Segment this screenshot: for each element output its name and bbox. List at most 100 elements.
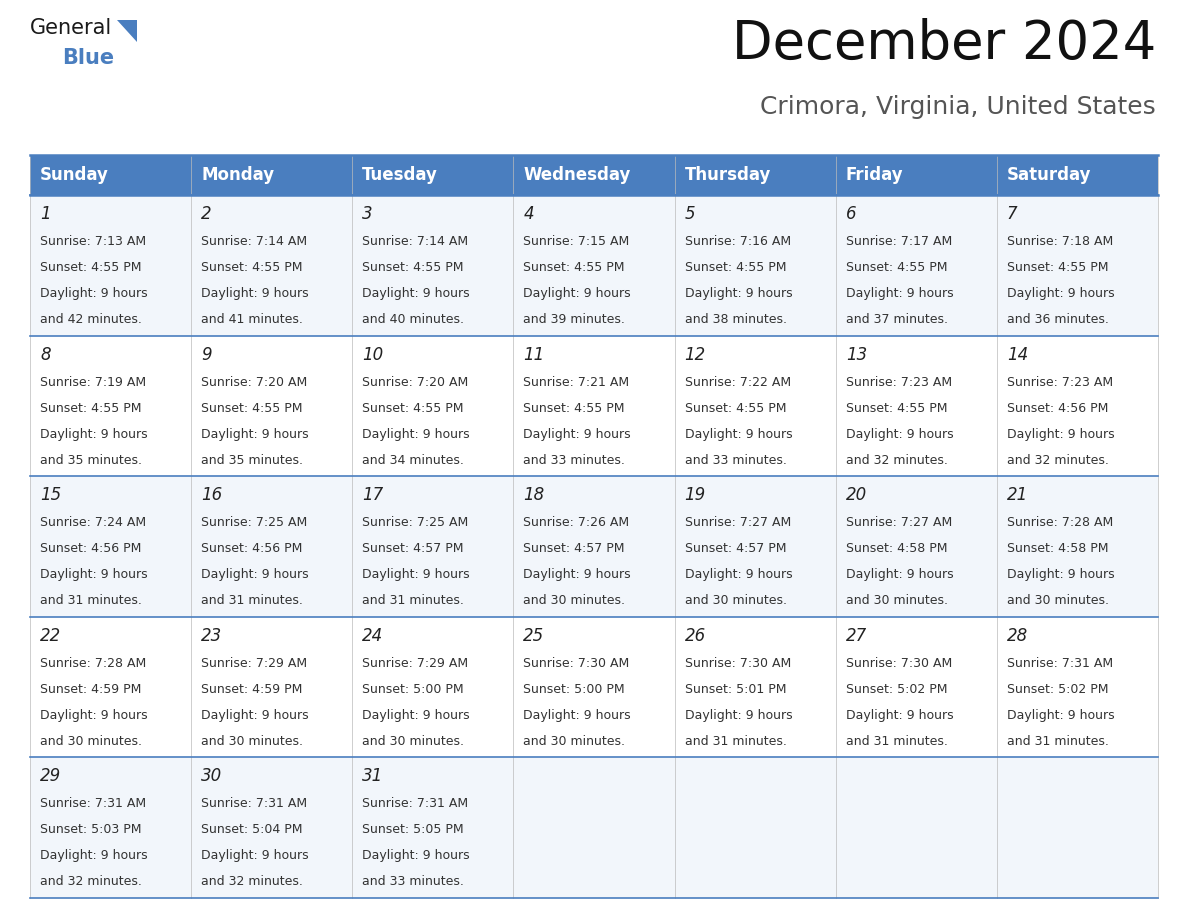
Text: Sunset: 4:55 PM: Sunset: 4:55 PM: [1007, 261, 1108, 274]
Text: 15: 15: [40, 487, 62, 504]
Text: Sunrise: 7:13 AM: Sunrise: 7:13 AM: [40, 235, 146, 248]
Text: Daylight: 9 hours: Daylight: 9 hours: [201, 287, 309, 300]
Text: and 31 minutes.: and 31 minutes.: [40, 594, 141, 607]
Text: and 31 minutes.: and 31 minutes.: [684, 734, 786, 748]
Text: and 40 minutes.: and 40 minutes.: [362, 313, 465, 326]
Text: 20: 20: [846, 487, 867, 504]
Text: Sunset: 5:02 PM: Sunset: 5:02 PM: [846, 683, 947, 696]
Text: Daylight: 9 hours: Daylight: 9 hours: [40, 568, 147, 581]
Text: and 41 minutes.: and 41 minutes.: [201, 313, 303, 326]
Text: 31: 31: [362, 767, 384, 786]
Text: Daylight: 9 hours: Daylight: 9 hours: [201, 428, 309, 441]
Text: Sunrise: 7:30 AM: Sunrise: 7:30 AM: [524, 656, 630, 670]
Text: and 30 minutes.: and 30 minutes.: [524, 734, 625, 748]
Text: Sunset: 4:55 PM: Sunset: 4:55 PM: [524, 261, 625, 274]
Text: Sunday: Sunday: [40, 166, 109, 184]
Text: 17: 17: [362, 487, 384, 504]
Text: Sunset: 4:57 PM: Sunset: 4:57 PM: [684, 543, 786, 555]
Text: Sunrise: 7:31 AM: Sunrise: 7:31 AM: [362, 798, 468, 811]
Text: 2: 2: [201, 205, 211, 223]
Text: 14: 14: [1007, 345, 1028, 364]
Text: 4: 4: [524, 205, 535, 223]
Text: Sunset: 4:57 PM: Sunset: 4:57 PM: [524, 543, 625, 555]
Text: Daylight: 9 hours: Daylight: 9 hours: [524, 287, 631, 300]
Text: Sunrise: 7:21 AM: Sunrise: 7:21 AM: [524, 375, 630, 388]
Text: Sunset: 4:59 PM: Sunset: 4:59 PM: [40, 683, 141, 696]
Text: Sunset: 4:55 PM: Sunset: 4:55 PM: [524, 401, 625, 415]
Text: Sunset: 5:00 PM: Sunset: 5:00 PM: [362, 683, 463, 696]
Text: and 32 minutes.: and 32 minutes.: [846, 453, 948, 466]
Text: Sunrise: 7:26 AM: Sunrise: 7:26 AM: [524, 516, 630, 529]
Text: 13: 13: [846, 345, 867, 364]
Text: 10: 10: [362, 345, 384, 364]
Text: Daylight: 9 hours: Daylight: 9 hours: [201, 849, 309, 862]
Text: Daylight: 9 hours: Daylight: 9 hours: [1007, 287, 1114, 300]
Text: 11: 11: [524, 345, 544, 364]
Text: Sunset: 4:56 PM: Sunset: 4:56 PM: [1007, 401, 1108, 415]
Text: Daylight: 9 hours: Daylight: 9 hours: [201, 568, 309, 581]
Text: Sunrise: 7:20 AM: Sunrise: 7:20 AM: [362, 375, 468, 388]
Text: and 32 minutes.: and 32 minutes.: [201, 876, 303, 889]
Text: Sunrise: 7:31 AM: Sunrise: 7:31 AM: [1007, 656, 1113, 670]
Text: Sunset: 4:56 PM: Sunset: 4:56 PM: [40, 543, 141, 555]
Text: and 30 minutes.: and 30 minutes.: [40, 734, 143, 748]
Text: Sunrise: 7:18 AM: Sunrise: 7:18 AM: [1007, 235, 1113, 248]
Text: Daylight: 9 hours: Daylight: 9 hours: [684, 568, 792, 581]
Text: Sunrise: 7:25 AM: Sunrise: 7:25 AM: [201, 516, 308, 529]
Text: Sunrise: 7:17 AM: Sunrise: 7:17 AM: [846, 235, 952, 248]
Bar: [30, 757, 1158, 898]
Text: and 32 minutes.: and 32 minutes.: [40, 876, 141, 889]
Text: Daylight: 9 hours: Daylight: 9 hours: [40, 287, 147, 300]
Text: 21: 21: [1007, 487, 1028, 504]
Text: Sunrise: 7:22 AM: Sunrise: 7:22 AM: [684, 375, 791, 388]
Bar: [30, 617, 1158, 757]
Text: Sunset: 5:03 PM: Sunset: 5:03 PM: [40, 823, 141, 836]
Text: Sunrise: 7:28 AM: Sunrise: 7:28 AM: [1007, 516, 1113, 529]
Text: Sunset: 4:55 PM: Sunset: 4:55 PM: [684, 401, 786, 415]
Text: Daylight: 9 hours: Daylight: 9 hours: [846, 568, 953, 581]
Text: and 30 minutes.: and 30 minutes.: [524, 594, 625, 607]
Text: Sunrise: 7:16 AM: Sunrise: 7:16 AM: [684, 235, 791, 248]
Text: Sunrise: 7:20 AM: Sunrise: 7:20 AM: [201, 375, 308, 388]
Text: 29: 29: [40, 767, 62, 786]
Text: Sunset: 4:58 PM: Sunset: 4:58 PM: [846, 543, 947, 555]
Text: 22: 22: [40, 627, 62, 644]
Text: and 30 minutes.: and 30 minutes.: [846, 594, 948, 607]
Text: Sunset: 4:57 PM: Sunset: 4:57 PM: [362, 543, 463, 555]
Bar: [30, 476, 1158, 617]
Text: 23: 23: [201, 627, 222, 644]
Text: Daylight: 9 hours: Daylight: 9 hours: [846, 428, 953, 441]
Text: and 39 minutes.: and 39 minutes.: [524, 313, 625, 326]
Text: Daylight: 9 hours: Daylight: 9 hours: [846, 709, 953, 722]
Text: 7: 7: [1007, 205, 1017, 223]
Text: and 31 minutes.: and 31 minutes.: [362, 594, 465, 607]
Text: and 30 minutes.: and 30 minutes.: [1007, 594, 1108, 607]
Text: Sunset: 4:55 PM: Sunset: 4:55 PM: [362, 401, 463, 415]
Text: Daylight: 9 hours: Daylight: 9 hours: [1007, 709, 1114, 722]
Text: Blue: Blue: [62, 48, 114, 68]
Text: 6: 6: [846, 205, 857, 223]
Text: and 36 minutes.: and 36 minutes.: [1007, 313, 1108, 326]
Text: Sunrise: 7:23 AM: Sunrise: 7:23 AM: [1007, 375, 1113, 388]
Text: Sunrise: 7:28 AM: Sunrise: 7:28 AM: [40, 656, 146, 670]
Text: 30: 30: [201, 767, 222, 786]
Text: Wednesday: Wednesday: [524, 166, 631, 184]
Text: and 37 minutes.: and 37 minutes.: [846, 313, 948, 326]
Text: Sunset: 4:55 PM: Sunset: 4:55 PM: [846, 261, 947, 274]
Text: and 31 minutes.: and 31 minutes.: [846, 734, 948, 748]
Text: 16: 16: [201, 487, 222, 504]
Text: 28: 28: [1007, 627, 1028, 644]
Text: Sunset: 4:55 PM: Sunset: 4:55 PM: [201, 261, 303, 274]
Text: and 42 minutes.: and 42 minutes.: [40, 313, 141, 326]
Text: Crimora, Virginia, United States: Crimora, Virginia, United States: [760, 95, 1156, 119]
Text: Saturday: Saturday: [1007, 166, 1092, 184]
Text: Sunset: 5:04 PM: Sunset: 5:04 PM: [201, 823, 303, 836]
Text: and 33 minutes.: and 33 minutes.: [684, 453, 786, 466]
Text: General: General: [30, 18, 112, 38]
Text: and 35 minutes.: and 35 minutes.: [201, 453, 303, 466]
Text: Daylight: 9 hours: Daylight: 9 hours: [1007, 568, 1114, 581]
Text: Daylight: 9 hours: Daylight: 9 hours: [201, 709, 309, 722]
Text: Sunset: 4:55 PM: Sunset: 4:55 PM: [201, 401, 303, 415]
Text: Daylight: 9 hours: Daylight: 9 hours: [684, 709, 792, 722]
Text: Sunset: 5:01 PM: Sunset: 5:01 PM: [684, 683, 786, 696]
